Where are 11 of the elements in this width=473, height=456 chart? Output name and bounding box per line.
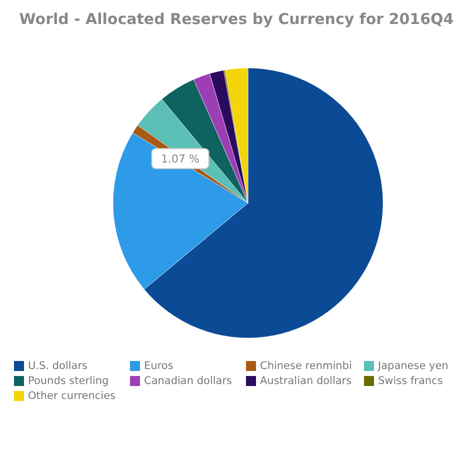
legend-label: Euros: [144, 360, 174, 372]
legend-label: Other currencies: [28, 390, 116, 402]
legend-label: U.S. dollars: [28, 360, 88, 372]
chart-title: World - Allocated Reserves by Currency for 2016Q4: [18, 9, 455, 30]
legend-label: Canadian dollars: [144, 374, 232, 386]
legend-label: Chinese renminbi: [260, 360, 352, 372]
legend-label: Japanese yen: [378, 360, 448, 372]
data-label: 1.07 %: [161, 152, 200, 166]
legend-label: Australian dollars: [260, 374, 352, 386]
legend-label: Swiss francs: [378, 374, 443, 386]
legend-label: Pounds sterling: [28, 374, 109, 386]
